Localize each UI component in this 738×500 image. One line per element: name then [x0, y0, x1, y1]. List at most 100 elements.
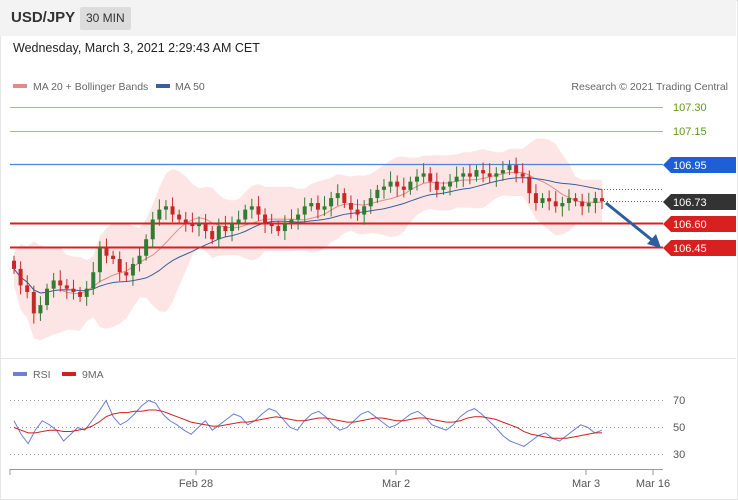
candle-body — [144, 239, 149, 256]
candle-body — [467, 173, 472, 177]
candle-body — [130, 263, 135, 276]
level-107-15: 107.15 — [673, 126, 707, 138]
candle-body — [540, 198, 545, 204]
candle-body — [223, 226, 228, 232]
candle-body — [421, 173, 426, 177]
rsi-ma-line — [13, 409, 602, 439]
candle-body — [388, 181, 393, 187]
candle-body — [335, 193, 340, 199]
candle-body — [190, 222, 195, 227]
rsi-ma-legend-label: 9MA — [82, 369, 104, 381]
candle-body — [97, 247, 102, 273]
candle-body — [566, 198, 571, 204]
candle-body — [586, 203, 591, 207]
candle-body — [210, 231, 215, 240]
candle-body — [401, 186, 406, 190]
candle-body — [355, 209, 360, 215]
candle-body — [395, 181, 400, 187]
ma50-legend-swatch — [156, 84, 170, 88]
candle-body — [553, 201, 558, 207]
candles — [12, 157, 604, 324]
level-106-45: 106.45 — [673, 243, 707, 255]
level-106-95: 106.95 — [673, 160, 707, 172]
price-tag — [663, 194, 736, 210]
candle-body — [236, 219, 241, 223]
candle-body — [78, 291, 83, 297]
candle-body — [276, 226, 281, 232]
candle-body — [593, 198, 598, 204]
candle-body — [533, 193, 538, 204]
timeframe-button[interactable]: 30 MIN — [80, 7, 131, 30]
candle-body — [500, 170, 505, 174]
candle-body — [474, 170, 479, 177]
candle-body — [448, 181, 453, 187]
candle-body — [104, 247, 109, 256]
candle-body — [84, 288, 89, 297]
candle-body — [408, 181, 413, 190]
candle-body — [163, 206, 168, 210]
level-106-60: 106.60 — [673, 219, 707, 231]
candle-body — [441, 186, 446, 190]
x-tick-mar3: Mar 3 — [572, 478, 600, 490]
chart-header: USD/JPY 30 MIN — [0, 0, 736, 36]
candle-body — [177, 214, 182, 220]
candle-body — [315, 203, 320, 210]
candle-body — [196, 222, 201, 227]
candle-body — [91, 272, 96, 289]
candle-body — [117, 259, 122, 273]
candle-body — [64, 285, 69, 289]
ma20-legend-swatch — [13, 84, 27, 88]
x-tick-feb28: Feb 28 — [179, 478, 213, 490]
candle-body — [137, 255, 142, 264]
candle-body — [58, 280, 63, 286]
candle-body — [216, 226, 221, 240]
timestamp: Wednesday, March 3, 2021 2:29:43 AM CET — [13, 41, 260, 55]
candle-body — [514, 165, 519, 174]
candle-body — [124, 272, 129, 276]
level-106-73: 106.73 — [673, 197, 707, 209]
candle-body — [157, 209, 162, 220]
candle-body — [183, 219, 188, 223]
level-107-30: 107.30 — [673, 102, 707, 114]
candle-body — [348, 203, 353, 210]
candle-body — [573, 198, 578, 202]
candle-body — [434, 181, 439, 190]
candle-body — [249, 206, 254, 210]
ma20-legend-label: MA 20 + Bollinger Bands — [33, 81, 148, 93]
pivot-tag — [663, 157, 736, 173]
candle-body — [111, 255, 116, 260]
candle-body — [342, 193, 347, 204]
rsi-tick-30: 30 — [673, 449, 685, 461]
candle-body — [71, 288, 76, 292]
candle-body — [18, 268, 23, 286]
rsi-legend-label: RSI — [33, 369, 51, 381]
rsi-legend-swatch — [13, 372, 27, 376]
candle-body — [487, 173, 492, 177]
candle-body — [230, 222, 235, 232]
candle-body — [289, 219, 294, 223]
rsi-tick-70: 70 — [673, 395, 685, 407]
candle-body — [580, 201, 585, 207]
candle-body — [481, 170, 486, 174]
candle-body — [381, 186, 386, 190]
candle-body — [269, 222, 274, 227]
candle-body — [309, 203, 314, 207]
candle-body — [362, 206, 367, 215]
candle-body — [45, 288, 50, 306]
x-tick-mar16: Mar 16 — [636, 478, 670, 490]
candle-body — [322, 206, 327, 210]
projection-arrow — [605, 201, 653, 242]
candle-body — [454, 176, 459, 182]
candle-body — [368, 198, 373, 207]
x-tick-mar2: Mar 2 — [382, 478, 410, 490]
candle-body — [507, 165, 512, 171]
ma20-line — [13, 171, 602, 295]
arrow-head-icon — [647, 234, 661, 248]
candle-body — [38, 305, 43, 314]
candle-body — [527, 176, 532, 194]
candle-body — [600, 198, 604, 202]
candle-body — [415, 176, 420, 182]
ma50-line — [13, 177, 603, 294]
candle-body — [150, 219, 155, 240]
